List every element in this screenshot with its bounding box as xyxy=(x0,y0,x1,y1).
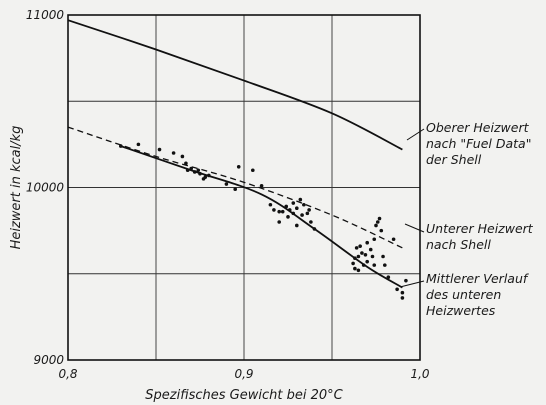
x-tick-label-0: 0,8 xyxy=(58,367,77,381)
data-point-5 xyxy=(184,161,188,166)
data-point-2 xyxy=(157,147,162,152)
annotation-2-line-1: des unteren xyxy=(426,287,501,302)
data-point-17 xyxy=(251,168,255,173)
data-point-58 xyxy=(381,254,385,259)
data-point-29 xyxy=(295,223,299,228)
data-point-65 xyxy=(404,278,408,283)
data-point-23 xyxy=(280,209,285,214)
y-tick-label-1: 10000 xyxy=(26,181,65,195)
data-point-45 xyxy=(360,251,364,255)
data-point-7 xyxy=(189,166,193,171)
data-point-55 xyxy=(375,220,380,224)
data-point-26 xyxy=(287,208,292,212)
annotation-0-line-2: der Shell xyxy=(426,152,482,167)
data-point-64 xyxy=(400,290,405,295)
data-point-33 xyxy=(302,202,306,207)
data-point-8 xyxy=(192,170,197,174)
data-point-34 xyxy=(305,211,310,216)
annotation-leader-0 xyxy=(406,128,425,141)
data-point-42 xyxy=(356,254,361,259)
data-point-13 xyxy=(207,173,211,178)
data-point-51 xyxy=(370,254,375,259)
data-point-41 xyxy=(354,246,359,250)
data-point-46 xyxy=(361,263,366,267)
data-point-57 xyxy=(379,228,384,233)
data-point-22 xyxy=(277,220,282,224)
data-point-6 xyxy=(185,168,190,173)
annotation-2-line-0: Mittlerer Verlauf xyxy=(426,271,529,286)
data-point-31 xyxy=(298,197,303,202)
data-point-54 xyxy=(374,223,378,228)
data-point-12 xyxy=(203,175,208,179)
x-axis-title: Spezifisches Gewicht bei 20°C xyxy=(145,388,343,403)
data-point-56 xyxy=(377,216,382,221)
series-line-0 xyxy=(67,19,403,151)
data-point-0 xyxy=(119,144,123,148)
annotation-leader-2 xyxy=(399,280,425,288)
y-axis-title: Heizwert in kcal/kg xyxy=(9,126,24,250)
data-point-28 xyxy=(291,211,296,216)
data-point-36 xyxy=(309,220,313,224)
data-point-14 xyxy=(224,182,229,186)
annotation-0-line-0: Oberer Heizwert xyxy=(426,120,530,135)
x-tick-label-1: 0,9 xyxy=(234,367,253,381)
data-point-40 xyxy=(353,256,357,261)
x-tick-label-2: 1,0 xyxy=(410,367,429,381)
data-point-38 xyxy=(351,261,355,266)
annotation-0-line-1: nach "Fuel Data" xyxy=(426,136,531,151)
series-line-2 xyxy=(120,145,403,289)
data-point-24 xyxy=(284,204,289,209)
data-point-48 xyxy=(365,240,370,245)
data-point-21 xyxy=(277,209,282,214)
data-point-16 xyxy=(236,165,241,169)
data-point-18 xyxy=(259,183,264,188)
data-point-9 xyxy=(196,168,201,173)
y-tick-label-0: 9000 xyxy=(33,353,64,367)
data-point-47 xyxy=(363,252,368,257)
data-point-32 xyxy=(300,213,304,217)
data-point-44 xyxy=(358,244,362,248)
annotation-leader-1 xyxy=(404,223,425,233)
data-point-49 xyxy=(365,259,370,264)
data-point-53 xyxy=(372,237,377,242)
data-point-27 xyxy=(291,201,296,205)
data-point-61 xyxy=(391,237,396,242)
data-point-19 xyxy=(268,202,273,207)
data-point-15 xyxy=(233,187,237,192)
data-point-25 xyxy=(286,215,290,219)
data-point-63 xyxy=(400,296,405,300)
data-point-30 xyxy=(295,206,299,210)
annotation-1-line-1: nach Shell xyxy=(426,237,491,252)
data-point-35 xyxy=(307,208,311,212)
data-point-4 xyxy=(180,154,185,159)
data-point-52 xyxy=(372,263,377,267)
data-point-43 xyxy=(356,268,361,273)
data-point-3 xyxy=(171,151,176,155)
data-point-20 xyxy=(272,208,276,212)
data-point-59 xyxy=(383,263,387,267)
data-point-39 xyxy=(353,266,357,271)
data-point-50 xyxy=(368,247,373,252)
data-point-1 xyxy=(136,142,141,147)
annotation-2-line-2: Heizwertes xyxy=(426,303,496,318)
plot-frame xyxy=(67,14,421,361)
series-line-1 xyxy=(67,126,403,249)
y-tick-label-2: 11000 xyxy=(26,8,65,22)
annotation-1-line-0: Unterer Heizwert xyxy=(426,221,534,236)
data-point-37 xyxy=(312,227,317,231)
data-point-60 xyxy=(386,275,391,280)
data-point-62 xyxy=(395,287,399,292)
data-point-10 xyxy=(198,171,202,176)
